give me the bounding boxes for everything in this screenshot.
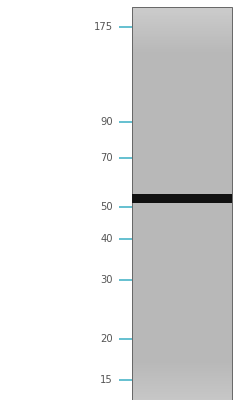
Text: 40: 40 — [100, 234, 113, 244]
Text: 175: 175 — [94, 22, 113, 32]
Text: 90: 90 — [100, 117, 113, 127]
Text: 20: 20 — [100, 334, 113, 344]
Bar — [132, 194, 232, 203]
Text: 15: 15 — [100, 375, 113, 385]
Text: 50: 50 — [100, 202, 113, 212]
Text: 30: 30 — [100, 275, 113, 285]
Bar — [132, 7, 232, 400]
Text: 70: 70 — [100, 153, 113, 163]
